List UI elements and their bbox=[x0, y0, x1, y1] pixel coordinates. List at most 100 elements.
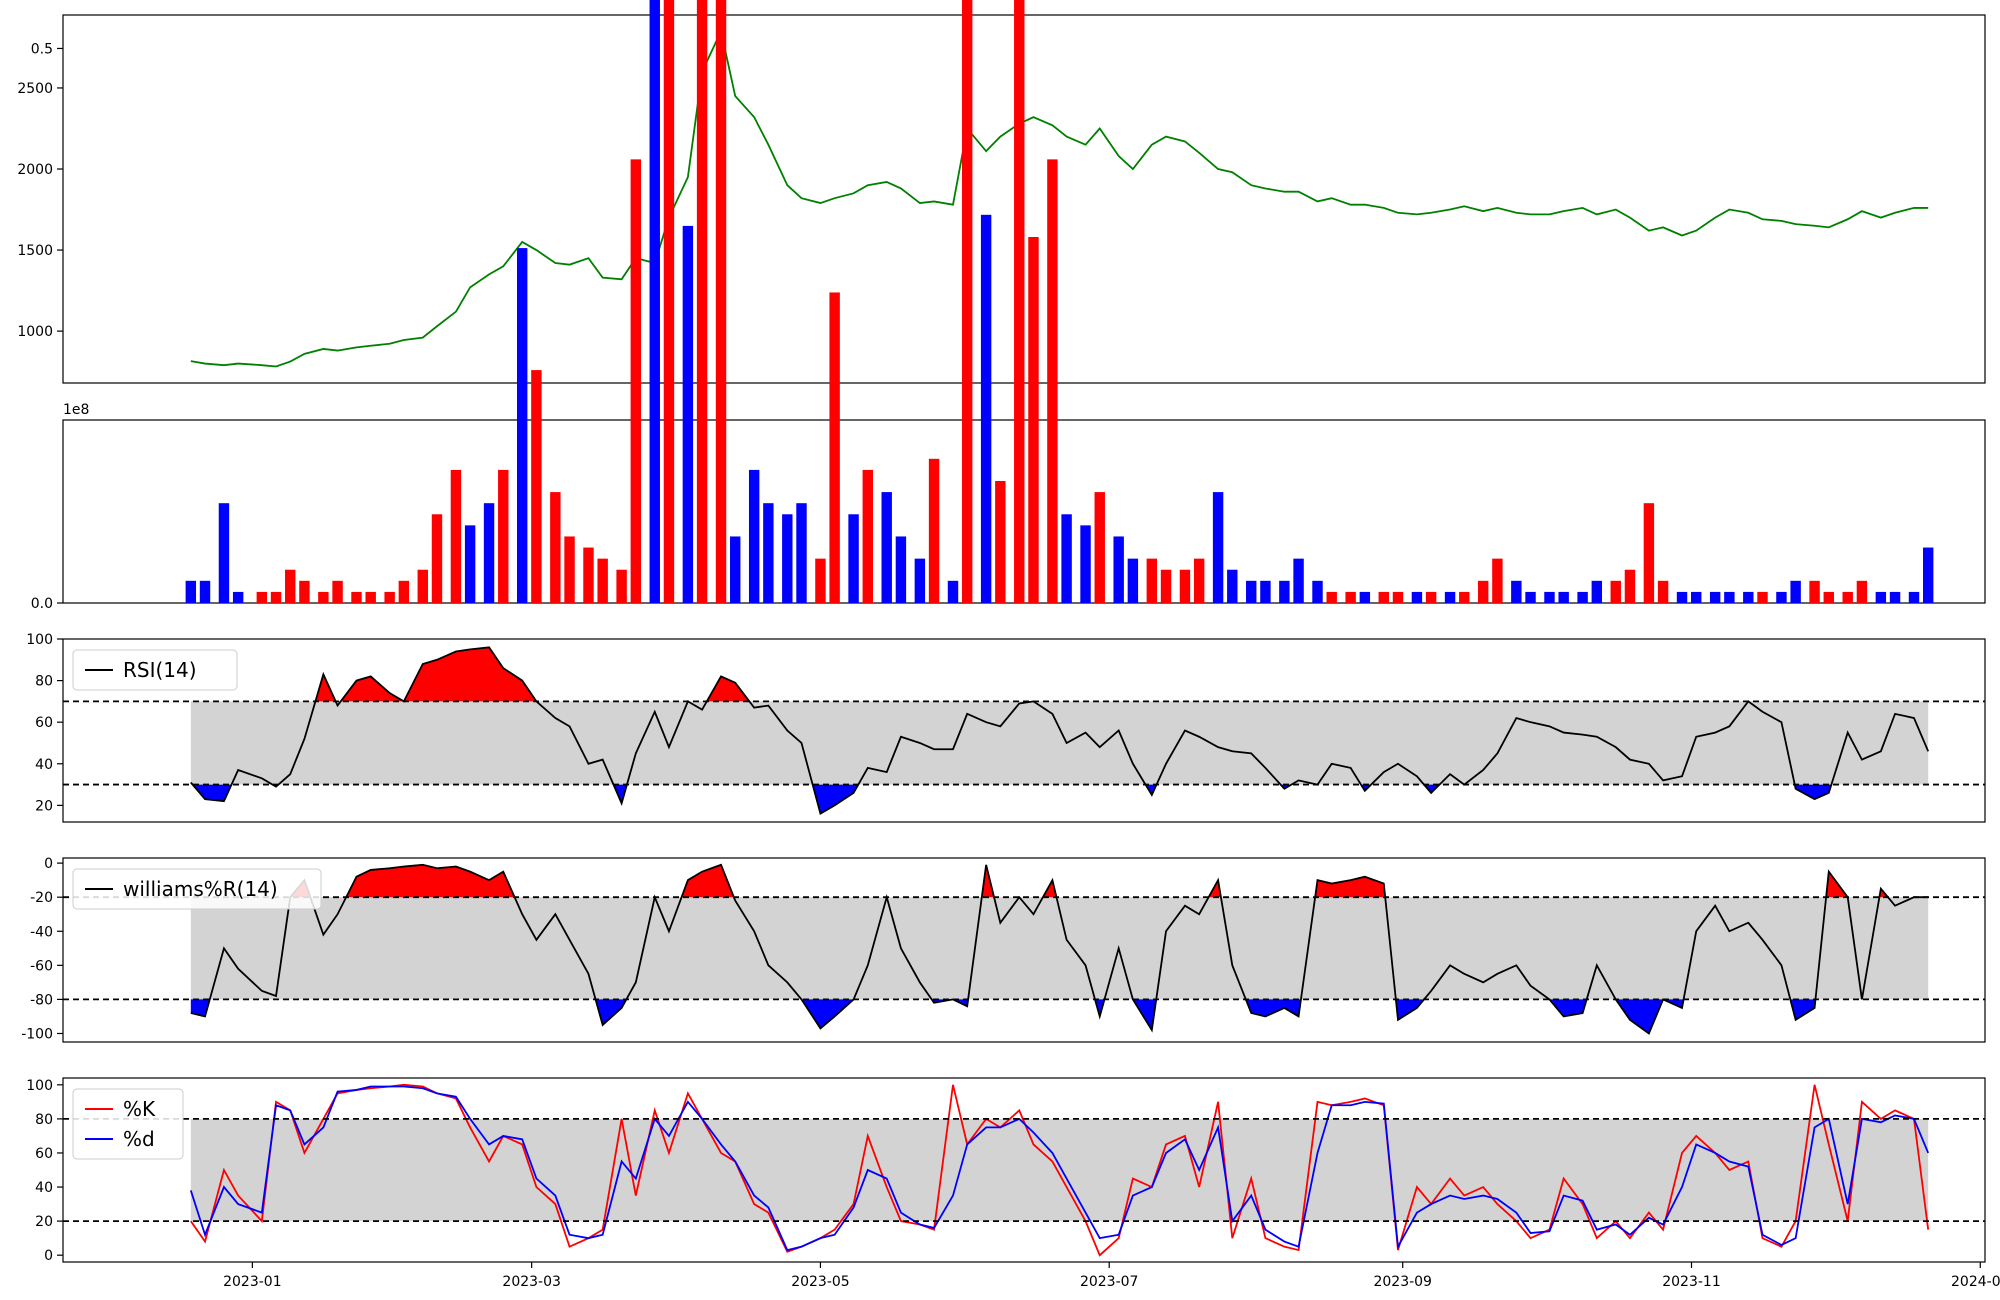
panel-3-overbought-fill bbox=[681, 864, 734, 898]
x-tick-label: 2023-11 bbox=[1662, 1274, 1721, 1290]
panel-2-band bbox=[190, 701, 1929, 785]
volume-bar bbox=[663, 0, 675, 604]
x-tick-label: 2023-05 bbox=[791, 1274, 850, 1290]
x-tick-label: 2023-07 bbox=[1080, 1274, 1139, 1290]
volume-bar bbox=[256, 591, 268, 603]
panel-1-ytick-label: 0.5 bbox=[31, 41, 53, 57]
volume-bar bbox=[351, 591, 362, 603]
panel-2-ytick-label: 100 bbox=[26, 632, 53, 648]
volume-bar bbox=[1743, 591, 1754, 603]
volume-bar bbox=[1459, 591, 1470, 603]
volume-bar bbox=[1080, 525, 1091, 603]
volume-bar bbox=[947, 580, 959, 603]
volume-bar bbox=[715, 0, 727, 603]
volume-bar bbox=[318, 591, 329, 603]
volume-bar bbox=[961, 0, 973, 603]
volume-bar bbox=[1094, 492, 1105, 603]
volume-bar bbox=[232, 591, 244, 603]
panel-2-oversold-fill bbox=[613, 784, 627, 804]
panel-2-overbought-fill bbox=[403, 647, 537, 702]
panel-0-ytick-label: 1000 bbox=[17, 324, 53, 340]
volume-bar bbox=[895, 536, 907, 603]
panel-4-legend: %K %d bbox=[72, 1088, 184, 1160]
panel-3-ytick-label: -100 bbox=[21, 1026, 53, 1042]
panel-2-oversold-fill bbox=[1424, 784, 1440, 793]
volume-bar bbox=[1392, 591, 1404, 603]
panel-3-ytick-label: -80 bbox=[30, 992, 53, 1008]
volume-bar bbox=[185, 580, 197, 603]
volume-bar bbox=[1889, 591, 1901, 603]
panel-2-overbought-fill bbox=[340, 676, 404, 702]
panel-3-oversold-fill bbox=[801, 999, 854, 1029]
x-tick-label: 2023-09 bbox=[1373, 1274, 1432, 1290]
panel-3-ytick-label: -40 bbox=[30, 924, 53, 940]
volume-bar bbox=[450, 469, 462, 603]
panel-3-oversold-fill bbox=[1790, 999, 1816, 1020]
volume-bar bbox=[1709, 591, 1721, 603]
volume-bar bbox=[1326, 591, 1337, 603]
panel-2-ytick-label: 40 bbox=[35, 757, 53, 773]
volume-bar bbox=[270, 591, 282, 603]
panel-3-ytick-label: 0 bbox=[44, 856, 53, 872]
panel-1-ytick-label: 0.0 bbox=[31, 596, 53, 612]
volume-bar bbox=[1544, 591, 1555, 603]
volume-bar bbox=[1657, 580, 1669, 603]
volume-bar bbox=[1577, 591, 1588, 603]
volume-bar bbox=[431, 514, 443, 603]
panel-4-frame bbox=[62, 1077, 1986, 1263]
panel-3-oversold-fill bbox=[1615, 999, 1664, 1034]
panel-4-ytick-label: 80 bbox=[35, 1112, 53, 1128]
volume-offset-label: 1e8 bbox=[63, 402, 89, 418]
volume-bar bbox=[862, 469, 873, 603]
volume-bar bbox=[616, 569, 627, 603]
volume-bar bbox=[1922, 547, 1934, 603]
volume-bar bbox=[796, 503, 807, 603]
volume-bar bbox=[782, 514, 793, 603]
volume-bar bbox=[928, 458, 940, 603]
volume-bar bbox=[299, 580, 310, 603]
volume-bar bbox=[1246, 580, 1257, 603]
volume-bar bbox=[1179, 569, 1191, 603]
volume-bar bbox=[1823, 591, 1834, 603]
volume-bar bbox=[649, 0, 660, 603]
panel-3-frame bbox=[62, 857, 1986, 1043]
panel-3-series-williamsR14 bbox=[190, 863, 1929, 1035]
volume-bar bbox=[1193, 558, 1205, 603]
volume-bar bbox=[1809, 580, 1820, 603]
volume-bar bbox=[1790, 580, 1801, 603]
legend-box bbox=[72, 649, 238, 691]
volume-bar bbox=[1028, 237, 1039, 603]
panel-2-overbought-fill bbox=[315, 674, 336, 702]
volume-bar bbox=[1127, 558, 1139, 603]
volume-bar bbox=[696, 0, 708, 604]
volume-bar bbox=[1691, 591, 1702, 603]
panel-3-legend: williams%R(14) bbox=[72, 868, 322, 910]
x-tick-label: 2023-03 bbox=[502, 1274, 561, 1290]
volume-bar bbox=[1293, 558, 1304, 603]
panel-3-band bbox=[190, 897, 1929, 1000]
panel-4-ytick-label: 0 bbox=[44, 1248, 53, 1264]
volume-bar bbox=[730, 536, 741, 603]
volume-bar bbox=[498, 469, 509, 603]
x-tick-label: 2023-01 bbox=[223, 1274, 282, 1290]
volume-bar bbox=[1724, 591, 1735, 603]
volume-bar bbox=[815, 558, 826, 603]
volume-bar bbox=[914, 558, 926, 603]
panel-3-overbought-fill bbox=[981, 864, 995, 898]
panel-4-ytick-label: 20 bbox=[35, 1214, 53, 1230]
legend-entry: RSI(14) bbox=[123, 658, 197, 682]
volume-bar bbox=[1061, 514, 1072, 603]
volume-bar bbox=[630, 159, 642, 603]
volume-bar bbox=[516, 248, 528, 603]
legend-entry: %K bbox=[123, 1097, 156, 1121]
volume-bar bbox=[1160, 569, 1172, 603]
volume-bar bbox=[285, 569, 296, 603]
panel-3-overbought-fill bbox=[1315, 876, 1386, 898]
volume-bar bbox=[583, 547, 594, 603]
volume-bar bbox=[1492, 558, 1503, 603]
volume-bar bbox=[1047, 159, 1058, 603]
panel-3-ytick-label: -20 bbox=[30, 890, 53, 906]
volume-bar bbox=[1875, 591, 1887, 603]
price-line bbox=[190, 28, 1929, 368]
x-tick-label: 2024-01 bbox=[1951, 1274, 2000, 1290]
